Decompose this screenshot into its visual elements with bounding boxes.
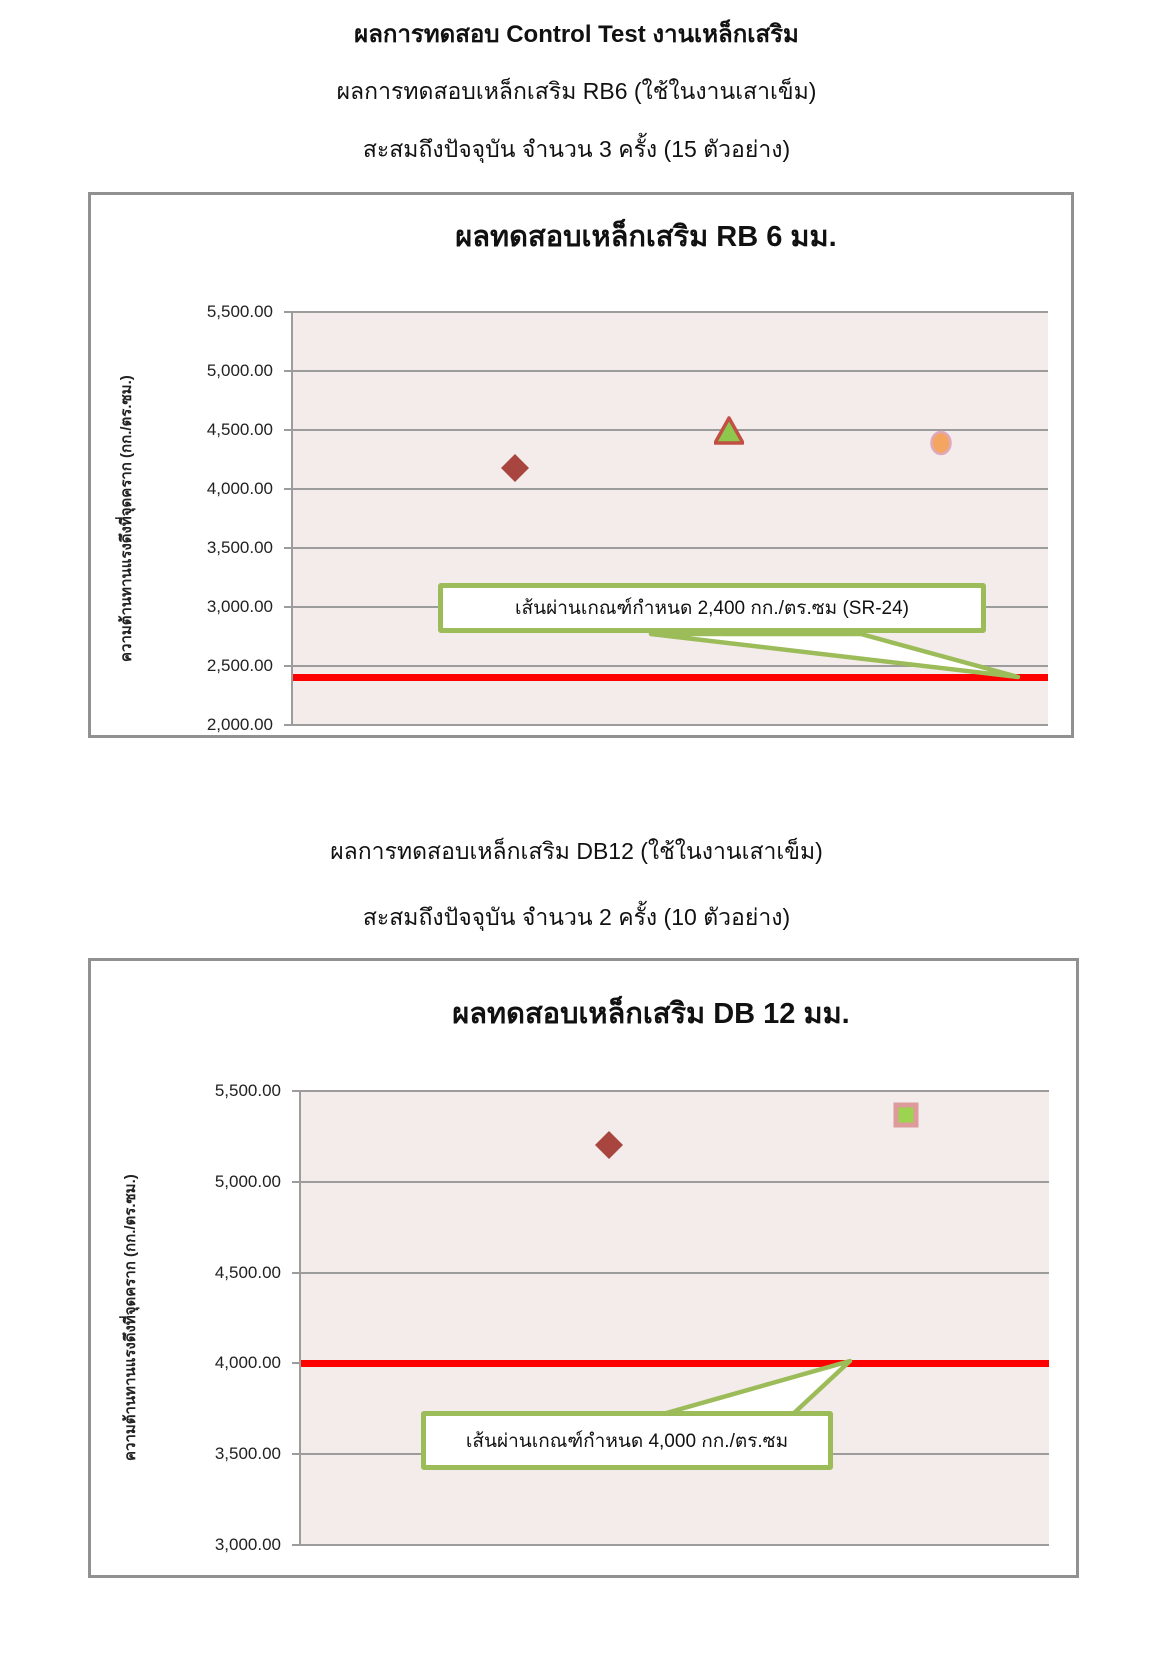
y-tick-label: 2,000.00 <box>206 715 273 734</box>
callout-arrow <box>648 631 1021 680</box>
y-tick-mark <box>292 1453 301 1456</box>
y-tick-mark <box>284 724 293 726</box>
y-tick-mark <box>284 606 293 608</box>
limit-callout-text: เส้นผ่านเกณฑ์กำหนด 2,400 กก./ตร.ซม (SR-2… <box>515 598 909 619</box>
gridline <box>293 311 1048 313</box>
marker-circle <box>930 430 952 456</box>
plot-area <box>284 311 1048 726</box>
y-tick-label: 4,500.00 <box>206 420 273 439</box>
section-rb6-summary: สะสมถึงปัจจุบัน จำนวน 3 ครั้ง (15 ตัวอย่… <box>362 136 791 162</box>
gridline <box>301 1090 1049 1092</box>
marker-square <box>893 1102 918 1128</box>
gridline <box>293 665 1048 667</box>
y-tick-mark <box>284 665 293 667</box>
chart-rb6: ผลทดสอบเหล็กเสริม RB 6 มม. ความต้านทานแร… <box>88 192 1074 738</box>
y-tick-mark <box>292 1180 301 1183</box>
gridline <box>293 547 1048 549</box>
y-tick-label: 4,000.00 <box>206 479 273 498</box>
y-tick-mark <box>292 1090 301 1092</box>
y-tick-label: 4,500.00 <box>214 1262 281 1282</box>
section-rb6-subtitle: ผลการทดสอบเหล็กเสริม RB6 (ใช้ในงานเสาเข็… <box>336 78 817 104</box>
y-tick-label: 3,500.00 <box>206 538 273 557</box>
y-tick-label: 3,000.00 <box>214 1535 281 1554</box>
section-db12-summary: สะสมถึงปัจจุบัน จำนวน 2 ครั้ง (10 ตัวอย่… <box>362 904 791 930</box>
y-tick-label: 5,000.00 <box>206 361 273 380</box>
y-tick-label: 5,000.00 <box>214 1171 281 1191</box>
marker-triangle <box>714 416 745 445</box>
y-tick-mark <box>292 1271 301 1274</box>
y-tick-mark <box>284 488 293 490</box>
chart-db12: ผลทดสอบเหล็กเสริม DB 12 มม. ความต้านทานแ… <box>88 958 1079 1578</box>
y-tick-mark <box>284 311 293 313</box>
chart-title: ผลทดสอบเหล็กเสริม DB 12 มม. <box>452 998 850 1030</box>
y-tick-label: 5,500.00 <box>206 302 273 321</box>
y-tick-label: 4,000.00 <box>214 1353 281 1373</box>
limit-line <box>293 674 1048 682</box>
gridline <box>301 1544 1049 1546</box>
y-tick-mark <box>284 547 293 549</box>
chart-title: ผลทดสอบเหล็กเสริม RB 6 มม. <box>455 221 837 253</box>
marker-diamond <box>500 453 529 482</box>
y-tick-mark <box>292 1544 301 1546</box>
callout-arrow <box>660 1358 853 1417</box>
section-db12-subtitle: ผลการทดสอบเหล็กเสริม DB12 (ใช้ในงานเสาเข… <box>330 838 823 864</box>
limit-callout-text: เส้นผ่านเกณฑ์กำหนด 4,000 กก./ตร.ซม <box>465 1430 789 1452</box>
y-tick-label: 3,500.00 <box>214 1444 281 1464</box>
plot-area <box>292 1090 1049 1546</box>
gridline <box>293 429 1048 431</box>
gridline <box>293 724 1048 726</box>
marker-diamond <box>594 1131 623 1160</box>
y-tick-mark <box>292 1362 301 1365</box>
limit-line <box>301 1359 1049 1367</box>
gridline <box>293 488 1048 490</box>
y-tick-label: 2,500.00 <box>206 656 273 675</box>
y-tick-label: 3,000.00 <box>206 597 273 616</box>
gridline <box>301 1271 1049 1274</box>
limit-callout: เส้นผ่านเกณฑ์กำหนด 2,400 กก./ตร.ซม (SR-2… <box>438 583 986 633</box>
gridline <box>293 370 1048 372</box>
y-tick-label: 5,500.00 <box>214 1081 281 1100</box>
page-title: ผลการทดสอบ Control Test งานเหล็กเสริม <box>354 21 799 48</box>
y-axis-ticks: 5,500.00 5,000.00 4,500.00 4,000.00 3,500.00… <box>91 302 283 734</box>
limit-callout: เส้นผ่านเกณฑ์กำหนด 4,000 กก./ตร.ซม <box>421 1411 833 1470</box>
y-axis-ticks: 5,500.00 5,000.00 4,500.00 4,000.00 3,500.00… <box>91 1081 291 1554</box>
y-tick-mark <box>284 429 293 431</box>
gridline <box>301 1180 1049 1183</box>
y-tick-mark <box>284 370 293 372</box>
